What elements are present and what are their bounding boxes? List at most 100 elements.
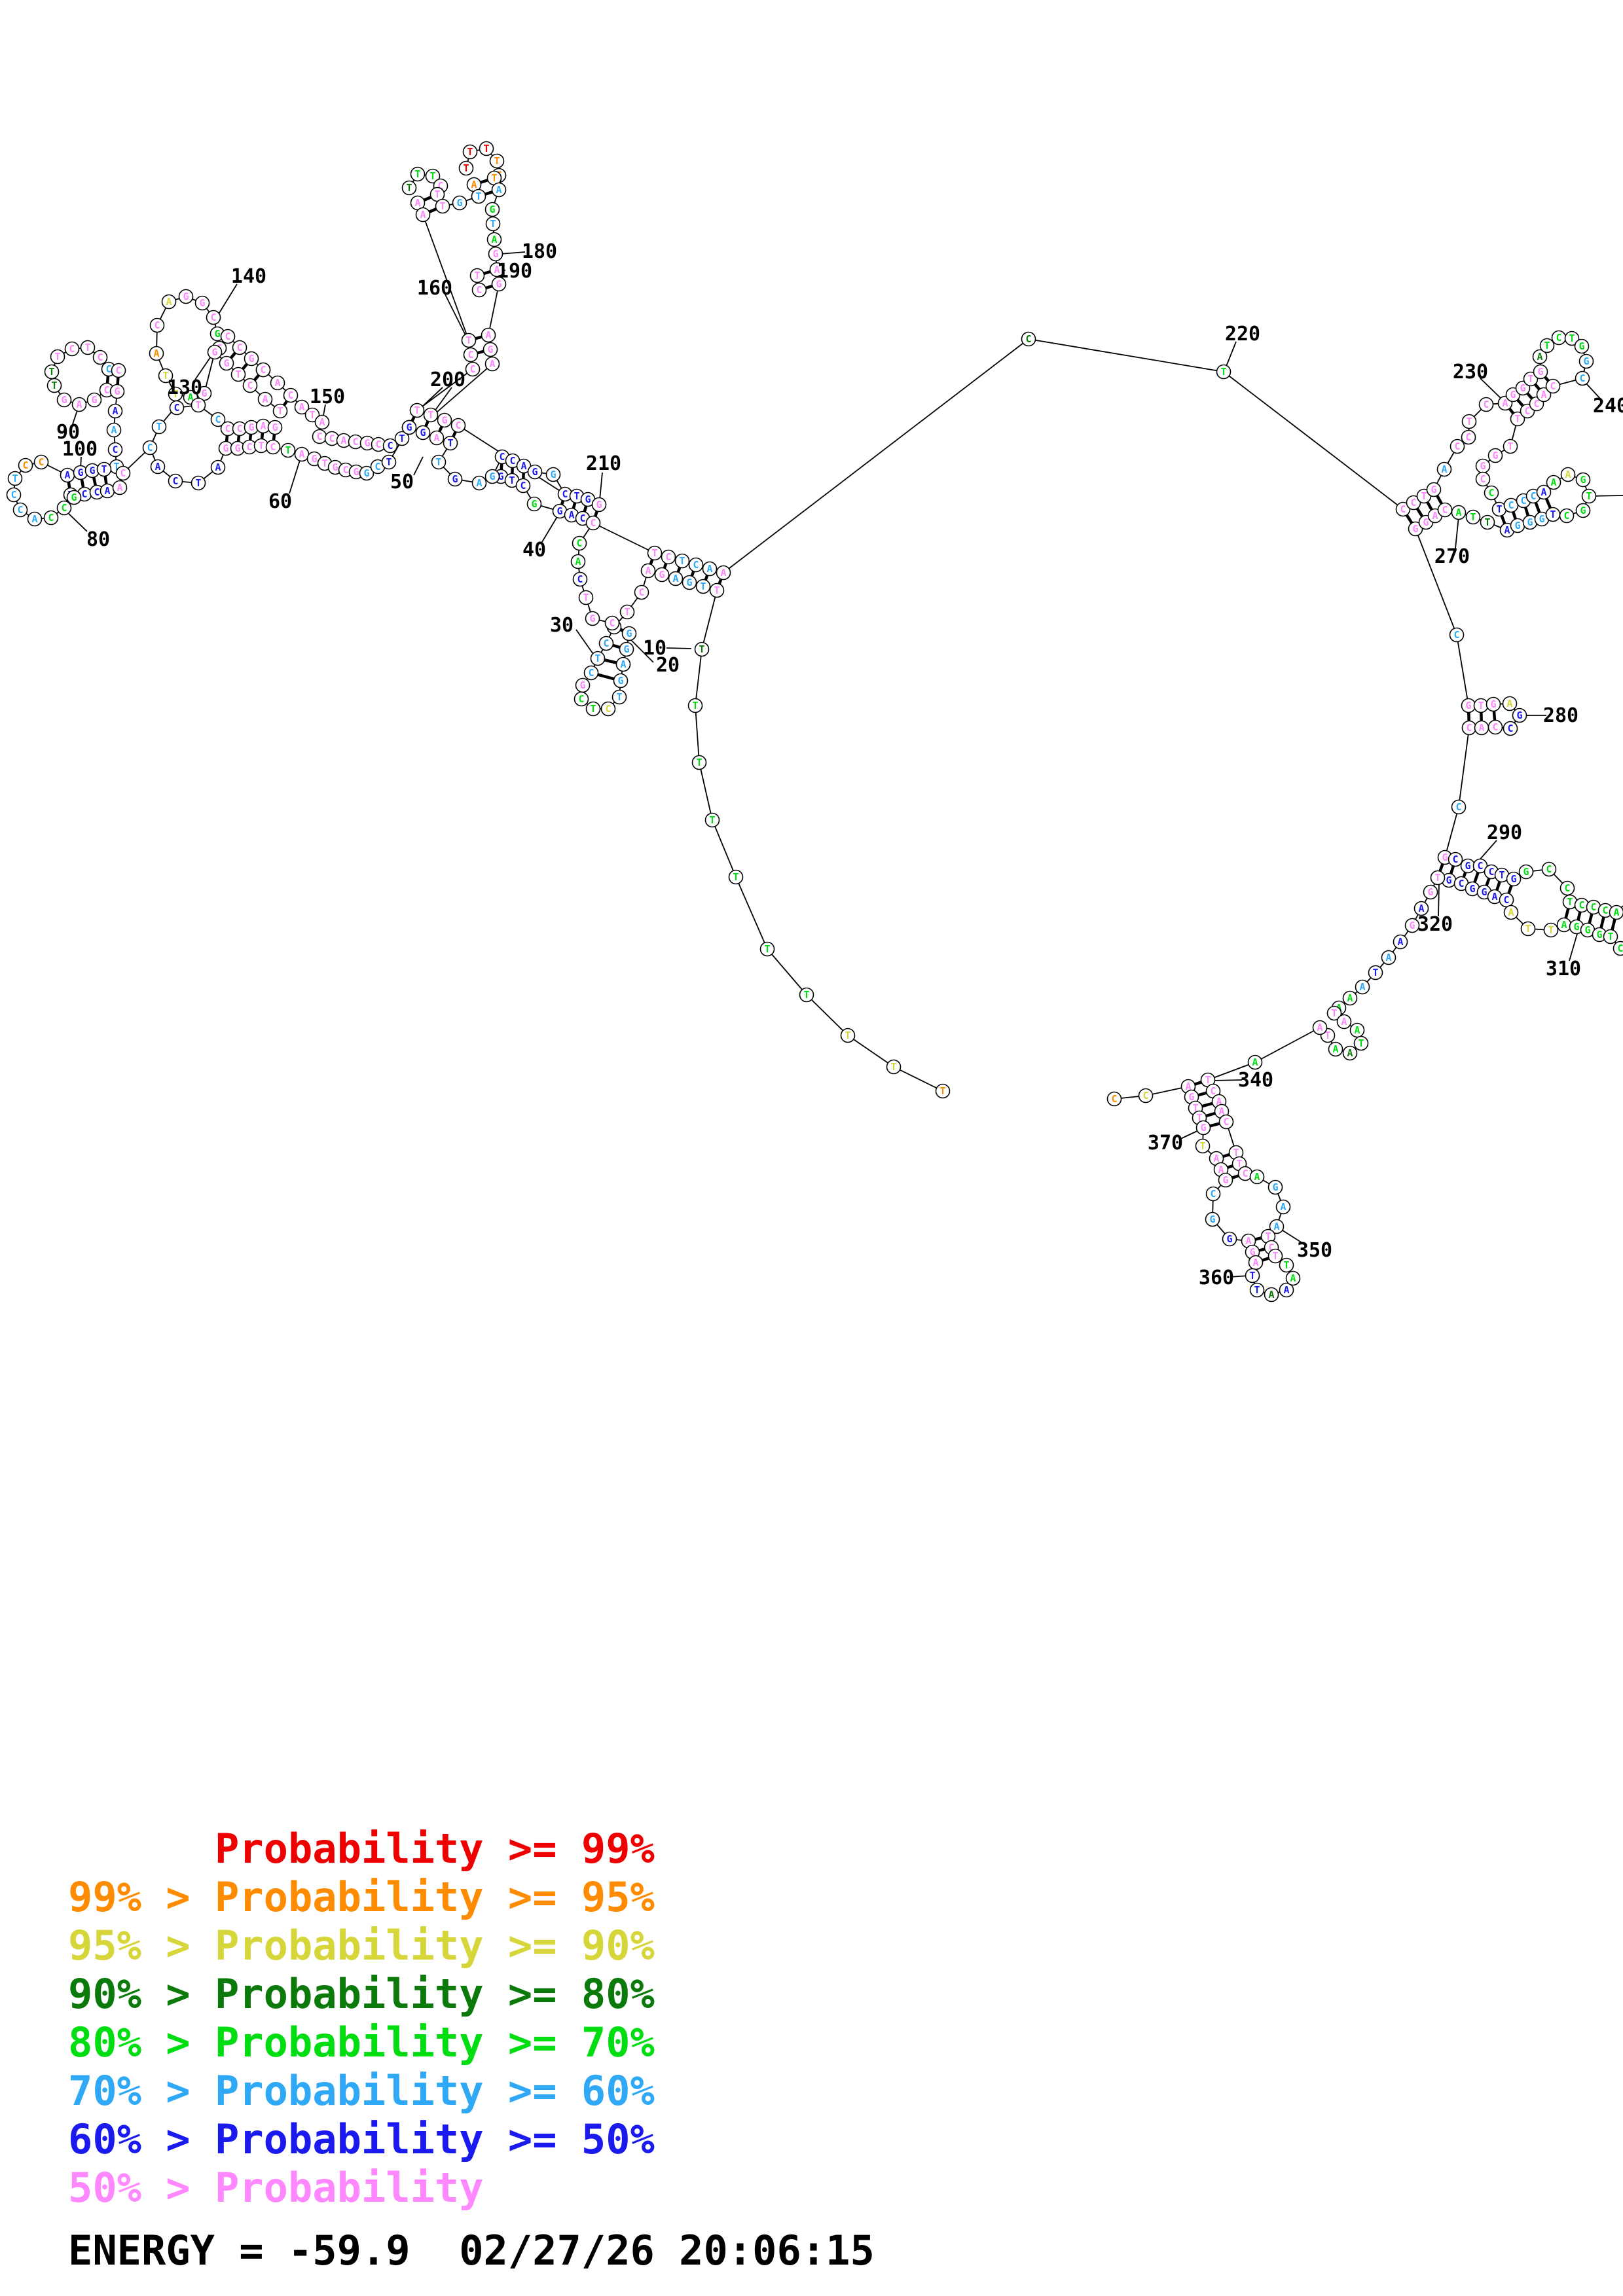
nucleotide-letter: A <box>471 179 477 190</box>
nucleotide-letter: T <box>406 182 412 194</box>
nucleotide-letter: G <box>1583 355 1589 367</box>
nucleotide-bead <box>43 510 59 526</box>
label-leader-line <box>541 515 558 543</box>
nucleotide-bead <box>591 497 607 512</box>
nucleotide-letter: T <box>1372 967 1378 978</box>
nucleotide-letter: C <box>1488 866 1494 878</box>
nucleotide-letter: T <box>1470 511 1476 523</box>
nucleotide-letter: G <box>1431 484 1436 495</box>
nucleotide-bead <box>491 276 507 292</box>
nucleotide-letter: G <box>498 471 503 482</box>
nucleotide-letter: A <box>1218 1105 1224 1117</box>
nucleotide-letter: T <box>616 691 622 703</box>
nucleotide-letter: G <box>659 569 665 581</box>
nucleotide-bead <box>1484 485 1499 501</box>
nucleotide-letter: T <box>428 409 433 421</box>
nucleotide-letter: A <box>1397 936 1403 948</box>
nucleotide-letter: C <box>374 461 380 473</box>
nucleotide-letter: A <box>1541 389 1546 401</box>
nucleotide-letter: T <box>113 461 119 473</box>
nucleotide-bead <box>1461 414 1477 429</box>
nucleotide-bead <box>1465 509 1481 525</box>
nucleotide-letter: A <box>520 460 526 472</box>
nucleotide-bead <box>86 392 102 408</box>
nucleotide-letter: C <box>1480 473 1486 485</box>
nucleotide-letter: A <box>706 563 712 575</box>
backbone-edge <box>767 948 807 996</box>
nucleotide-letter: T <box>491 172 497 184</box>
nucleotide-bead <box>1218 1114 1234 1130</box>
nucleotide-letter: C <box>605 703 611 715</box>
nucleotide-letter: C <box>1454 440 1460 452</box>
nucleotide-bead <box>1578 353 1594 369</box>
nucleotide-letter: C <box>1488 487 1494 499</box>
nucleotide-letter: G <box>1537 366 1543 378</box>
nucleotide-letter: A <box>1213 1153 1219 1164</box>
nucleotide-bead <box>799 987 814 1003</box>
nucleotide-letter: A <box>491 234 497 245</box>
nucleotide-bead <box>1408 521 1423 537</box>
nucleotide-bead <box>759 941 775 957</box>
nucleotide-letter: A <box>1332 1043 1338 1055</box>
nucleotide-bead <box>1478 397 1494 412</box>
nucleotide-letter: T <box>490 218 496 230</box>
nucleotide-letter: C <box>375 439 381 450</box>
nucleotide-bead <box>1564 331 1580 346</box>
nucleotide-letter: A <box>720 567 726 579</box>
legend-line-0: Probability >= 99% <box>68 1825 655 1873</box>
nucleotide-letter: A <box>153 348 159 359</box>
nucleotide-letter: C <box>103 384 109 396</box>
nucleotide-bead <box>886 1059 902 1075</box>
nucleotide-letter: T <box>1236 1158 1242 1170</box>
nucleotide-bead <box>604 615 620 631</box>
nucleotide-bead <box>1218 1172 1233 1188</box>
nucleotide-bead <box>1503 721 1518 736</box>
nucleotide-letter: G <box>332 461 338 473</box>
nucleotide-letter: G <box>1596 929 1602 941</box>
nucleotide-bead <box>611 689 627 705</box>
nucleotide-bead <box>570 554 586 569</box>
label-leader-line <box>1480 378 1504 401</box>
nucleotide-letter: C <box>1617 942 1623 954</box>
position-label-360: 360 <box>1199 1266 1234 1289</box>
nucleotide-letter: G <box>617 675 623 687</box>
nucleotide-letter: A <box>1290 1272 1296 1284</box>
nucleotide-letter: T <box>475 190 481 202</box>
nucleotide-letter: G <box>1188 1091 1194 1103</box>
nucleotide-bead <box>1451 799 1467 815</box>
nucleotide-letter: C <box>112 444 118 456</box>
nucleotide-bead <box>109 384 125 399</box>
position-label-190: 190 <box>497 260 532 283</box>
nucleotide-bead <box>1487 448 1503 463</box>
nucleotide-letter: T <box>709 814 715 826</box>
nucleotide-bead <box>270 375 285 391</box>
probability-legend: Probability >= 99% 99% > Probability >= 9… <box>68 1825 655 2212</box>
backbone-edge <box>712 819 737 878</box>
nucleotide-bead <box>668 571 684 586</box>
nucleotide-bead <box>230 367 246 382</box>
nucleotide-bead <box>142 440 158 456</box>
nucleotide-bead <box>12 502 28 518</box>
nucleotide-bead <box>1581 488 1597 504</box>
nucleotide-letter: C <box>1453 629 1459 641</box>
nucleotide-letter: C <box>509 455 515 467</box>
nucleotide-letter: C <box>94 486 100 498</box>
nucleotide-letter: G <box>1514 520 1520 531</box>
nucleotide-bead <box>1510 411 1525 427</box>
nucleotide-bead <box>526 496 542 512</box>
nucleotide-letter: T <box>845 1030 850 1041</box>
nucleotide-bead <box>1336 1014 1352 1030</box>
nucleotide-letter: C <box>1210 1188 1216 1200</box>
position-label-340: 340 <box>1238 1069 1273 1092</box>
nucleotide-bead <box>1413 901 1429 916</box>
backbone-edge <box>1444 806 1459 858</box>
nucleotide-letter: A <box>299 448 304 460</box>
nucleotide-bead <box>488 246 503 262</box>
nucleotide-bead <box>1312 1020 1328 1035</box>
nucleotide-letter: T <box>399 433 405 444</box>
nucleotide-letter: G <box>579 679 585 691</box>
nucleotide-letter: T <box>429 170 435 182</box>
position-label-180: 180 <box>522 240 557 263</box>
nucleotide-bead <box>1532 349 1548 365</box>
nucleotide-letter: T <box>483 143 489 154</box>
